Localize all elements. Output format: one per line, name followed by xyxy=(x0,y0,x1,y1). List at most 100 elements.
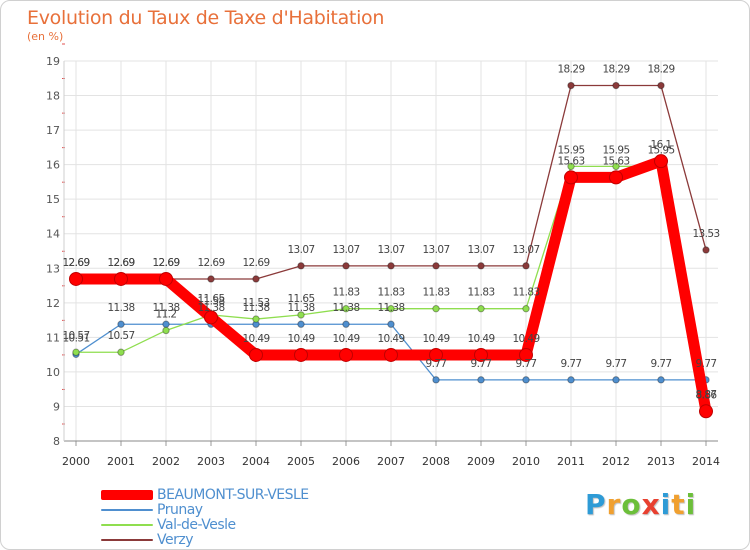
data-point-verzy xyxy=(432,262,440,270)
x-tick-label: 2000 xyxy=(62,455,90,468)
legend-item-prunay: Prunay xyxy=(101,502,309,517)
data-point-beaumont xyxy=(114,271,128,286)
data-point-verzy xyxy=(612,81,620,90)
data-label-beaumont: 10.49 xyxy=(287,333,314,345)
data-label-beaumont: 12.69 xyxy=(62,257,89,269)
data-point-prunay xyxy=(612,376,620,384)
data-label-beaumont: 10.49 xyxy=(467,333,494,345)
x-tick-label: 2010 xyxy=(512,455,540,468)
data-point-beaumont xyxy=(384,347,398,362)
data-label-verzy: 13.07 xyxy=(332,244,359,256)
brand-letter: o xyxy=(621,488,642,521)
data-label-beaumont: 15.63 xyxy=(602,155,629,167)
data-label-val-de-vesle: 11.2 xyxy=(156,308,177,320)
data-label-val-de-vesle: 15.95 xyxy=(647,144,674,156)
data-label-prunay: 9.77 xyxy=(651,358,672,370)
data-point-prunay xyxy=(297,320,305,328)
data-point-val-de-vesle xyxy=(117,348,125,356)
data-label-val-de-vesle: 11.83 xyxy=(377,287,404,299)
x-tick-label: 2011 xyxy=(557,455,585,468)
data-label-val-de-vesle: 11.65 xyxy=(197,293,224,305)
data-point-verzy xyxy=(657,81,665,90)
y-tick-label: 17 xyxy=(46,124,60,137)
legend-label-prunay: Prunay xyxy=(157,501,203,518)
data-label-verzy: 13.07 xyxy=(512,244,539,256)
data-point-beaumont xyxy=(429,347,443,362)
data-point-val-de-vesle xyxy=(522,304,530,313)
data-label-verzy: 13.53 xyxy=(692,228,719,240)
data-label-prunay: 9.77 xyxy=(516,358,537,370)
data-point-verzy xyxy=(522,262,530,270)
data-point-beaumont xyxy=(564,170,578,185)
data-point-prunay xyxy=(342,320,350,328)
data-label-verzy: 12.69 xyxy=(242,257,269,269)
legend-item-beaumont: BEAUMONT-SUR-VESLE xyxy=(101,487,309,502)
x-tick-label: 2005 xyxy=(287,455,315,468)
data-point-beaumont xyxy=(654,154,668,169)
data-label-verzy: 12.69 xyxy=(62,257,89,269)
data-point-beaumont xyxy=(204,310,218,325)
y-tick-label: 11 xyxy=(46,331,60,344)
legend-item-val-de-vesle: Val-de-Vesle xyxy=(101,517,309,532)
data-point-beaumont xyxy=(474,347,488,362)
data-label-prunay: 9.77 xyxy=(426,358,447,370)
data-point-prunay xyxy=(567,376,575,384)
data-point-beaumont xyxy=(159,271,173,286)
legend-swatch-beaumont xyxy=(101,489,153,500)
data-label-prunay: 11.38 xyxy=(332,302,359,314)
data-point-val-de-vesle xyxy=(477,304,485,313)
data-point-verzy xyxy=(207,275,215,283)
x-tick-label: 2014 xyxy=(692,455,720,468)
data-point-val-de-vesle xyxy=(252,315,260,323)
data-point-verzy xyxy=(297,262,305,270)
x-tick-label: 2008 xyxy=(422,455,450,468)
data-point-verzy xyxy=(567,81,575,90)
legend-item-verzy: Verzy xyxy=(101,532,309,547)
data-label-beaumont: 15.63 xyxy=(557,155,584,167)
y-tick-label: 12 xyxy=(46,297,60,310)
data-label-verzy: 13.07 xyxy=(287,244,314,256)
data-label-verzy: 12.69 xyxy=(197,257,224,269)
legend-swatch-val-de-vesle xyxy=(101,523,153,526)
data-label-prunay: 11.38 xyxy=(152,302,179,314)
chart-subtitle: (en %) xyxy=(27,30,64,43)
data-label-val-de-vesle: 11.65 xyxy=(287,293,314,305)
data-point-val-de-vesle xyxy=(387,304,395,313)
y-tick-label: 8 xyxy=(53,435,60,448)
data-label-prunay: 9.77 xyxy=(561,358,582,370)
data-point-val-de-vesle xyxy=(72,348,80,356)
data-label-verzy: 13.07 xyxy=(467,244,494,256)
data-label-val-de-vesle: 11.83 xyxy=(332,287,359,299)
data-point-beaumont xyxy=(519,347,533,362)
data-point-val-de-vesle xyxy=(567,162,575,171)
x-tick-label: 2006 xyxy=(332,455,360,468)
data-label-val-de-vesle: 10.57 xyxy=(107,330,134,342)
data-label-val-de-vesle: 11.83 xyxy=(512,287,539,299)
data-point-verzy xyxy=(387,262,395,270)
legend-label-val-de-vesle: Val-de-Vesle xyxy=(157,516,236,533)
legend-label-beaumont: BEAUMONT-SUR-VESLE xyxy=(157,486,309,503)
brand-letter: i xyxy=(685,488,697,521)
data-label-prunay: 11.38 xyxy=(107,302,134,314)
x-tick-label: 2003 xyxy=(197,455,225,468)
y-tick-label: 14 xyxy=(46,228,60,241)
data-point-val-de-vesle xyxy=(297,311,305,319)
brand-letter: r xyxy=(606,488,622,521)
y-tick-label: 16 xyxy=(46,159,60,172)
data-label-prunay: 11.38 xyxy=(197,302,224,314)
data-label-beaumont: 12.69 xyxy=(152,257,179,269)
brand-letter: x xyxy=(641,488,661,521)
x-tick-label: 2012 xyxy=(602,455,630,468)
data-label-beaumont: 10.49 xyxy=(332,333,359,345)
data-point-beaumont xyxy=(69,271,83,286)
brand-letter: P xyxy=(585,488,607,521)
brand-logo: Proxiti xyxy=(585,488,696,521)
data-label-verzy: 13.07 xyxy=(422,244,449,256)
data-label-prunay: 10.51 xyxy=(62,332,89,344)
y-tick-label: 15 xyxy=(46,193,60,206)
data-label-val-de-vesle: 11.53 xyxy=(242,297,269,309)
legend-swatch-prunay xyxy=(101,508,153,511)
data-point-prunay xyxy=(117,320,125,328)
